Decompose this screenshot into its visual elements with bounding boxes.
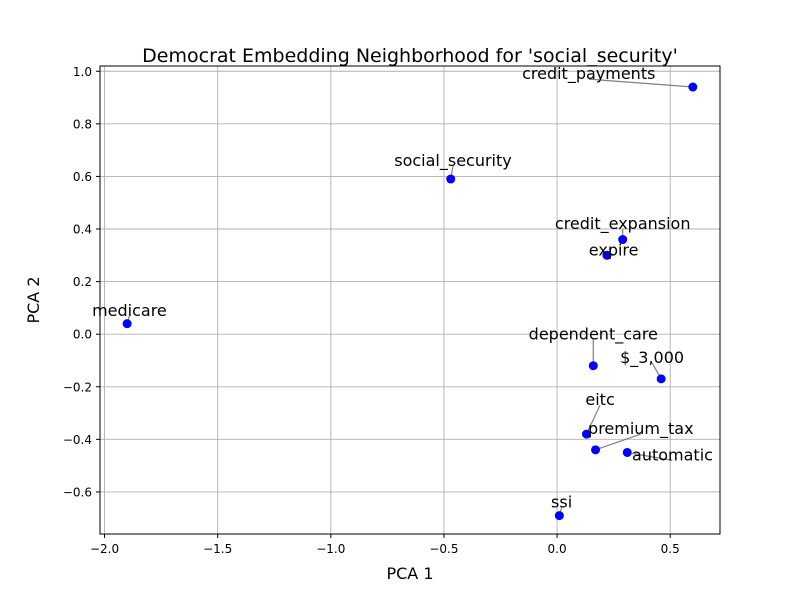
x-tick-label: 0.0 [548, 542, 567, 556]
y-tick-label: −0.6 [63, 485, 92, 499]
data-point [602, 250, 612, 260]
leader-line [588, 78, 693, 88]
x-tick-label: −0.5 [429, 542, 458, 556]
leader-line [585, 404, 601, 435]
data-point [656, 374, 666, 384]
point-label: eitc [585, 390, 614, 409]
data-point [581, 429, 591, 439]
y-tick-label: 0.6 [73, 170, 92, 184]
y-axis-title: PCA 2 [24, 276, 43, 323]
y-tick-label: 0.2 [73, 275, 92, 289]
leader-line [595, 433, 642, 451]
point-label: automatic [632, 445, 713, 464]
y-tick-label: −0.2 [63, 380, 92, 394]
point-label: medicare [92, 301, 167, 320]
x-tick-label: −1.0 [316, 542, 345, 556]
plot-frame [99, 65, 721, 535]
data-points [122, 82, 698, 521]
data-point [591, 445, 601, 455]
point-label: expire [589, 240, 639, 259]
y-tick-label: 0.0 [73, 328, 92, 342]
point-label: premium_tax [588, 419, 694, 439]
x-tick-label: 0.5 [661, 542, 680, 556]
y-axis-ticks: −0.6 −0.4 −0.2 0.0 0.2 0.4 0.6 0.8 1.0 [63, 65, 100, 499]
x-axis-title: PCA 1 [386, 564, 433, 583]
data-point [688, 82, 698, 92]
data-point [554, 511, 564, 521]
data-point [618, 235, 628, 245]
leader-line [627, 451, 673, 461]
x-tick-label: −1.5 [203, 542, 232, 556]
y-tick-label: 0.4 [73, 223, 92, 237]
data-point [446, 174, 456, 184]
x-tick-label: −2.0 [90, 542, 119, 556]
data-point [622, 447, 632, 457]
point-label: dependent_care [529, 324, 658, 344]
point-label: social_security [394, 151, 512, 171]
point-label: credit_payments [522, 64, 655, 84]
point-label: $_3,000 [620, 348, 684, 368]
y-tick-label: 1.0 [73, 65, 92, 79]
y-tick-label: 0.8 [73, 117, 92, 131]
point-labels: credit_payments social_security credit_exp… [92, 64, 713, 512]
data-point [588, 361, 598, 371]
point-label: credit_expansion [555, 214, 691, 234]
chart-title: Democrat Embedding Neighborhood for 'soc… [142, 45, 678, 67]
x-axis-ticks: −2.0 −1.5 −1.0 −0.5 0.0 0.5 [90, 534, 680, 556]
grid-lines [100, 66, 720, 534]
point-label: ssi [551, 493, 572, 512]
data-point [122, 319, 132, 329]
y-tick-label: −0.4 [63, 433, 92, 447]
